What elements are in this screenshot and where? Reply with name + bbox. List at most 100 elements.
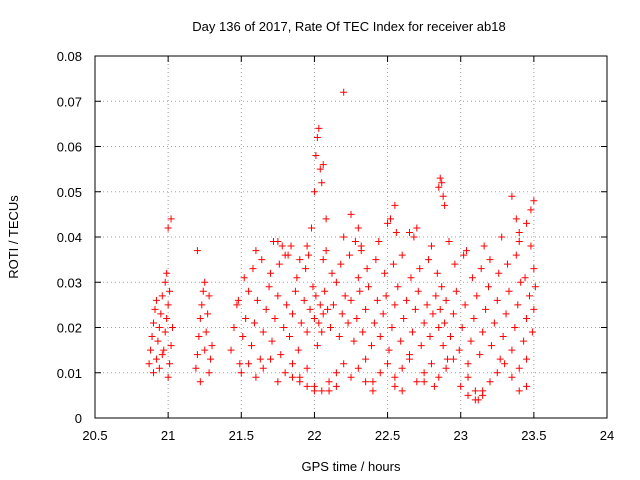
data-point: [150, 369, 158, 377]
grid-lines: [95, 56, 607, 418]
data-point: [408, 328, 416, 336]
data-point: [319, 161, 327, 169]
data-point: [341, 292, 349, 300]
data-point: [325, 378, 333, 386]
data-point: [354, 364, 362, 372]
data-point: [308, 224, 316, 232]
data-point: [432, 292, 440, 300]
x-tick-label: 23.5: [521, 428, 546, 443]
data-point: [476, 351, 484, 359]
data-point: [391, 382, 399, 390]
data-point: [458, 324, 466, 331]
data-point: [362, 305, 370, 313]
data-point: [318, 328, 326, 336]
data-point: [463, 247, 471, 255]
data-point: [310, 188, 318, 196]
data-point: [482, 305, 490, 313]
data-point: [438, 283, 446, 291]
data-point: [530, 305, 538, 313]
data-point: [164, 373, 172, 381]
data-point: [353, 314, 361, 322]
data-point: [370, 319, 378, 327]
data-point: [154, 337, 162, 345]
data-point: [155, 324, 163, 331]
data-point: [316, 301, 324, 309]
data-point: [245, 287, 253, 295]
data-point: [486, 256, 494, 264]
data-point: [302, 265, 310, 273]
data-point: [362, 355, 370, 363]
data-point: [201, 278, 209, 286]
data-point: [445, 238, 453, 246]
y-tick-label: 0.03: [57, 275, 82, 290]
data-point: [202, 328, 210, 336]
data-point: [376, 369, 384, 377]
data-point: [530, 197, 538, 205]
data-point: [248, 342, 256, 350]
data-point: [442, 364, 450, 372]
data-point: [283, 301, 291, 309]
y-tick-label: 0.06: [57, 140, 82, 155]
data-point: [196, 378, 204, 386]
data-point: [303, 364, 311, 372]
data-point: [280, 324, 288, 331]
data-point: [499, 333, 507, 341]
data-point: [429, 310, 437, 318]
data-point: [239, 333, 247, 341]
data-point: [350, 337, 358, 345]
data-point: [192, 364, 200, 372]
data-point: [362, 378, 370, 386]
data-point: [369, 378, 377, 386]
data-point: [234, 296, 242, 304]
data-point: [505, 287, 513, 295]
y-tick-label: 0.05: [57, 185, 82, 200]
data-point: [277, 351, 285, 359]
data-point: [300, 296, 308, 304]
data-point: [252, 247, 260, 255]
data-point: [167, 342, 175, 350]
data-point: [242, 314, 250, 322]
data-point: [281, 369, 289, 377]
x-tick-label: 22: [307, 428, 321, 443]
data-point: [196, 314, 204, 322]
data-point: [451, 260, 459, 268]
data-point: [386, 215, 394, 223]
data-point: [347, 210, 355, 218]
data-point: [258, 256, 266, 264]
data-point: [406, 228, 414, 236]
data-point: [253, 296, 261, 304]
data-point: [259, 328, 267, 336]
data-point: [152, 296, 160, 304]
data-point: [512, 215, 520, 223]
data-point: [275, 260, 283, 268]
data-point: [325, 387, 333, 395]
data-point: [523, 219, 531, 227]
data-point: [347, 296, 355, 304]
data-point: [493, 369, 501, 377]
data-point: [413, 378, 421, 386]
data-point: [512, 251, 520, 259]
axis-ticks: [94, 55, 608, 419]
data-point: [464, 391, 472, 399]
data-point: [332, 382, 340, 390]
data-point: [271, 314, 279, 322]
data-point: [158, 351, 166, 359]
data-point: [303, 242, 311, 250]
data-point: [398, 364, 406, 372]
data-point: [208, 342, 216, 350]
data-point: [479, 391, 487, 399]
data-point: [233, 301, 241, 309]
data-point: [328, 269, 336, 277]
data-point: [508, 373, 516, 381]
data-point: [467, 337, 475, 345]
x-tick-label: 20.5: [82, 428, 107, 443]
data-point: [410, 233, 418, 241]
y-tick-label: 0.02: [57, 321, 82, 336]
data-point: [281, 251, 289, 259]
data-point: [164, 224, 172, 232]
x-tick-label: 21.5: [229, 428, 254, 443]
data-point: [340, 360, 348, 368]
data-point: [369, 387, 377, 395]
data-point: [435, 183, 443, 191]
data-point: [480, 242, 488, 250]
